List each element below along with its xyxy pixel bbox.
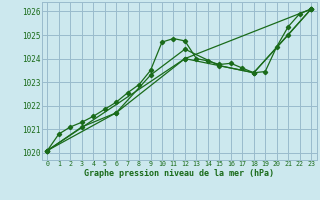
X-axis label: Graphe pression niveau de la mer (hPa): Graphe pression niveau de la mer (hPa) bbox=[84, 169, 274, 178]
